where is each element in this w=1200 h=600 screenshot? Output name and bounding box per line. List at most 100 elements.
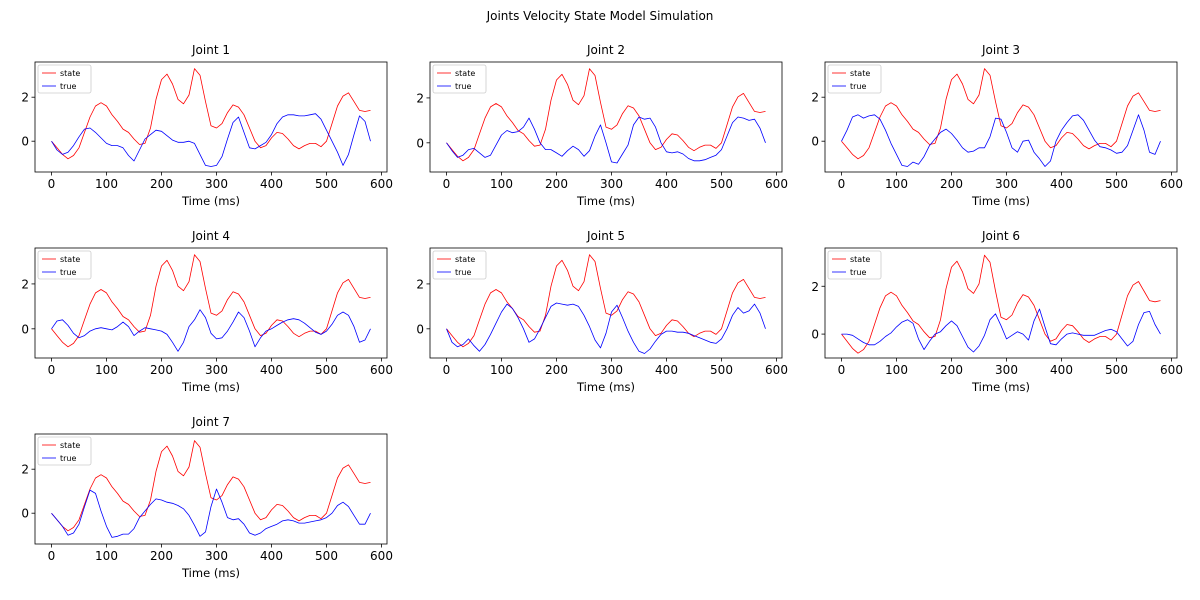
legend-label: state — [455, 69, 475, 78]
y-tick-label: 0 — [416, 322, 424, 336]
subplot-joint-5: Joint 5 0 100 200 300 400 500 600 0 2 Time (ms) sta… — [416, 229, 788, 394]
legend-label: true — [60, 82, 76, 91]
y-tick-label: 0 — [21, 135, 29, 149]
x-tick-label: 200 — [150, 177, 173, 191]
y-tick-label: 0 — [811, 328, 819, 342]
series-line-state — [51, 254, 371, 348]
figure-title: Joints Velocity State Model Simulation — [486, 9, 714, 23]
legend-label: state — [850, 255, 870, 264]
series-line-state — [446, 254, 766, 348]
x-axis-label: Time (ms) — [181, 566, 240, 580]
subplot-joint-1: Joint 1 0 100 200 300 400 500 600 0 2 Time (ms) sta… — [21, 43, 393, 208]
x-tick-label: 100 — [885, 363, 908, 377]
series-line-state — [446, 68, 766, 162]
x-tick-label: 100 — [490, 177, 513, 191]
y-tick-label: 2 — [811, 280, 819, 294]
x-tick-label: 500 — [1105, 177, 1128, 191]
x-axis-label: Time (ms) — [181, 194, 240, 208]
x-tick-label: 400 — [260, 363, 283, 377]
x-tick-label: 400 — [655, 177, 678, 191]
series-line-true — [51, 488, 371, 538]
x-axis-label: Time (ms) — [576, 380, 635, 394]
x-tick-label: 600 — [1160, 177, 1183, 191]
series-line-true — [841, 308, 1161, 353]
x-tick-label: 600 — [765, 177, 788, 191]
legend-label: true — [850, 268, 866, 277]
series-line-state — [51, 68, 371, 160]
x-tick-label: 500 — [710, 363, 733, 377]
x-tick-label: 600 — [370, 549, 393, 563]
legend-label: true — [850, 82, 866, 91]
x-tick-label: 300 — [600, 177, 623, 191]
subplot-title: Joint 4 — [191, 229, 230, 243]
x-tick-label: 300 — [600, 363, 623, 377]
x-tick-label: 500 — [710, 177, 733, 191]
x-tick-label: 600 — [1160, 363, 1183, 377]
x-tick-label: 200 — [545, 363, 568, 377]
subplot-title: Joint 1 — [191, 43, 230, 57]
x-tick-label: 500 — [1105, 363, 1128, 377]
x-tick-label: 500 — [315, 549, 338, 563]
x-tick-label: 300 — [205, 177, 228, 191]
subplot-joint-3: Joint 3 0 100 200 300 400 500 600 0 2 Time (ms) sta… — [811, 43, 1183, 208]
legend-label: state — [850, 69, 870, 78]
plot-area — [34, 61, 388, 173]
legend: state true — [37, 436, 92, 466]
x-tick-label: 400 — [1050, 177, 1073, 191]
legend-label: state — [60, 441, 80, 450]
series-line-true — [51, 309, 371, 352]
legend: state true — [432, 250, 487, 280]
y-tick-label: 2 — [811, 91, 819, 105]
x-tick-label: 100 — [490, 363, 513, 377]
x-tick-label: 100 — [95, 363, 118, 377]
x-tick-label: 400 — [260, 549, 283, 563]
x-tick-label: 300 — [205, 363, 228, 377]
legend: state true — [432, 64, 487, 94]
subplot-joint-4: Joint 4 0 100 200 300 400 500 600 0 2 Time (ms) sta… — [21, 229, 393, 394]
subplot-title: Joint 3 — [981, 43, 1020, 57]
x-tick-label: 200 — [150, 363, 173, 377]
y-tick-label: 2 — [21, 277, 29, 291]
plot-area — [429, 247, 783, 359]
x-tick-label: 100 — [95, 177, 118, 191]
series-line-true — [841, 114, 1161, 167]
x-tick-label: 500 — [315, 177, 338, 191]
legend-label: true — [60, 454, 76, 463]
legend: state true — [827, 64, 882, 94]
y-tick-label: 2 — [416, 277, 424, 291]
y-tick-label: 2 — [416, 91, 424, 105]
x-tick-label: 0 — [838, 363, 846, 377]
series-line-state — [841, 254, 1161, 354]
x-tick-label: 300 — [205, 549, 228, 563]
legend-label: true — [455, 268, 471, 277]
legend-label: true — [455, 82, 471, 91]
y-tick-label: 2 — [21, 91, 29, 105]
legend-label: state — [60, 69, 80, 78]
y-tick-label: 0 — [21, 507, 29, 521]
series-line-true — [446, 302, 766, 354]
legend: state true — [37, 250, 92, 280]
plot-area — [429, 61, 783, 173]
subplot-title: Joint 5 — [586, 229, 625, 243]
x-axis-label: Time (ms) — [971, 194, 1030, 208]
x-tick-label: 0 — [48, 177, 56, 191]
x-tick-label: 300 — [995, 363, 1018, 377]
legend-label: state — [60, 255, 80, 264]
x-tick-label: 0 — [443, 363, 451, 377]
x-tick-label: 600 — [370, 363, 393, 377]
x-tick-label: 200 — [150, 549, 173, 563]
plot-area — [824, 247, 1178, 359]
subplot-title: Joint 7 — [191, 415, 230, 429]
x-tick-label: 100 — [885, 177, 908, 191]
plot-area — [34, 247, 388, 359]
x-tick-label: 100 — [95, 549, 118, 563]
subplot-joint-2: Joint 2 0 100 200 300 400 500 600 0 2 Time (ms) sta… — [416, 43, 788, 208]
series-line-true — [446, 116, 766, 164]
legend: state true — [37, 64, 92, 94]
x-tick-label: 0 — [443, 177, 451, 191]
x-tick-label: 400 — [655, 363, 678, 377]
legend-label: state — [455, 255, 475, 264]
y-tick-label: 0 — [21, 322, 29, 336]
x-tick-label: 0 — [48, 549, 56, 563]
